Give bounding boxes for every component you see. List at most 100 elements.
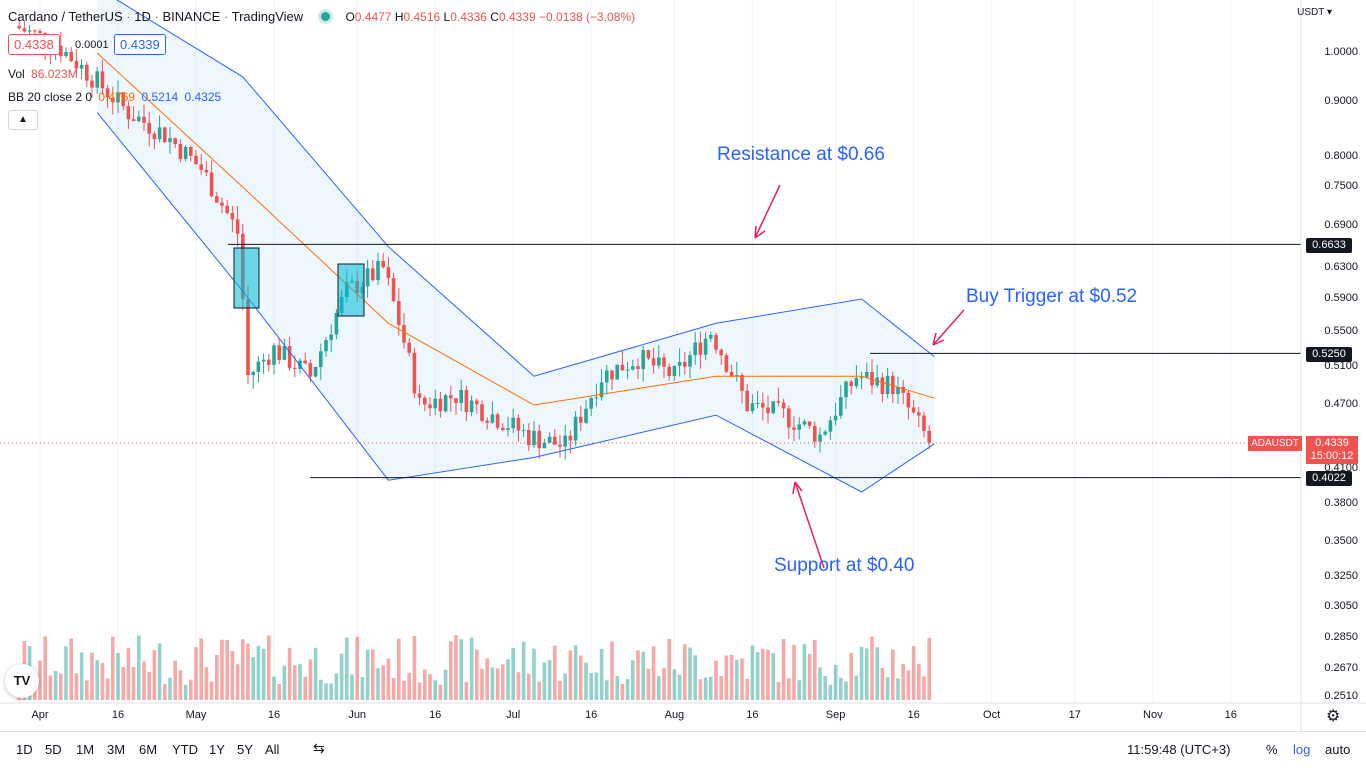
percent-toggle[interactable]: % [1266,742,1278,757]
volume-bar [667,638,671,700]
timeframe-ytd[interactable]: YTD [172,742,198,757]
candle [553,429,557,445]
candle [781,398,786,418]
collapse-legend-button[interactable]: ▲ [8,110,38,130]
volume-bar [397,638,401,700]
log-toggle[interactable]: log [1293,742,1311,757]
gear-icon[interactable]: ⚙ [1326,708,1341,725]
candle [17,18,21,30]
volume-bar [64,646,68,700]
timeframe-1y[interactable]: 1Y [209,742,225,757]
candle [833,402,838,426]
volume-bar [880,667,885,700]
volume-bar [719,676,723,700]
volume-bar [901,664,905,700]
volume-bar [553,645,557,700]
bollinger-legend[interactable]: BB 20 close 2 0 0.4769 0.5214 0.4325 [8,90,222,104]
timeframe-6m[interactable]: 6M [139,742,158,757]
chart-legend: Cardano / TetherUS · 1D · BINANCE · Trad… [8,9,636,24]
candle [828,416,833,440]
timeframe-all[interactable]: All [265,742,280,757]
volume-bar [771,653,775,700]
volume-bar [204,667,209,700]
support-annotation[interactable]: Support at $0.40 [774,555,915,576]
clock[interactable]: 11:59:48 (UTC+3) [1127,742,1231,757]
candle [142,104,146,132]
volume-bar [516,672,521,700]
candle [766,395,770,424]
candle [282,338,287,361]
candle [277,337,281,365]
auto-toggle[interactable]: auto [1325,742,1351,757]
timeframe-5y[interactable]: 5Y [237,742,253,757]
candle [922,412,926,438]
volume-bar [527,673,531,700]
candle [485,417,489,430]
candle [657,345,661,369]
candle [261,353,266,375]
volume-bar [152,650,157,700]
volume-bar [85,680,89,700]
bottom-toolbar: 1D 5D 1M 3M 6M YTD 1Y 5Y All ⇆ 11:59:48 … [0,731,1366,768]
bb-lower-value: 0.4325 [184,90,222,104]
candle [807,421,812,429]
volume-bar [859,646,864,700]
volume-bar [225,640,229,700]
candle [173,137,177,148]
volume-bar [199,638,203,700]
volume-bar [360,677,365,700]
volume-bar [849,652,853,700]
candle [433,389,437,416]
volume-bar [911,646,916,700]
candle [714,332,718,354]
buy-button[interactable]: 0.4339 [114,34,166,55]
timeframe-5d[interactable]: 5D [45,742,62,757]
volume-bar [781,639,786,700]
candle [386,256,391,286]
interval[interactable]: 1D [134,9,151,24]
candle [547,432,552,444]
price-tick: 0.3250 [1324,570,1358,583]
candle [163,126,167,144]
candle [251,370,255,389]
timeframe-1d[interactable]: 1D [16,742,33,757]
volume-bar [256,645,261,700]
price-tick: 0.5500 [1324,324,1358,337]
resistance-annotation[interactable]: Resistance at $0.66 [717,144,885,165]
candle [199,154,203,175]
candle [813,421,817,448]
candle [90,74,94,98]
candle [131,106,136,122]
symbol-name[interactable]: Cardano / TetherUS [8,9,123,24]
volume-bar [183,684,188,700]
change-value: −0.0138 (−3.08%) [539,10,636,24]
date-range-icon[interactable]: ⇆ [313,740,325,756]
volume-bar [79,652,84,700]
candle [454,398,458,415]
volume-bar [48,675,53,700]
volume-bar [111,636,115,700]
candle [740,372,744,404]
candle [688,351,692,379]
tradingview-logo[interactable]: TV [5,664,39,698]
candle [755,390,760,409]
volume-legend[interactable]: Vol 86.023M [8,67,78,81]
sell-button[interactable]: 0.4338 [8,34,60,55]
volume-bar [334,673,339,700]
candle [100,59,105,95]
volume-bar [475,649,479,700]
candle [683,352,687,375]
buy-trigger-annotation[interactable]: Buy Trigger at $0.52 [966,286,1138,307]
timeframe-3m[interactable]: 3M [107,742,126,757]
timeframe-1m[interactable]: 1M [76,742,95,757]
candle [501,423,505,432]
candle [235,206,240,247]
candle [584,399,588,425]
currency-selector[interactable]: USDT ▾ [1297,7,1332,18]
volume-bar [324,683,328,700]
volume-bar [282,665,287,700]
candle [735,361,739,382]
volume-bar [589,673,593,700]
candle [573,411,578,446]
